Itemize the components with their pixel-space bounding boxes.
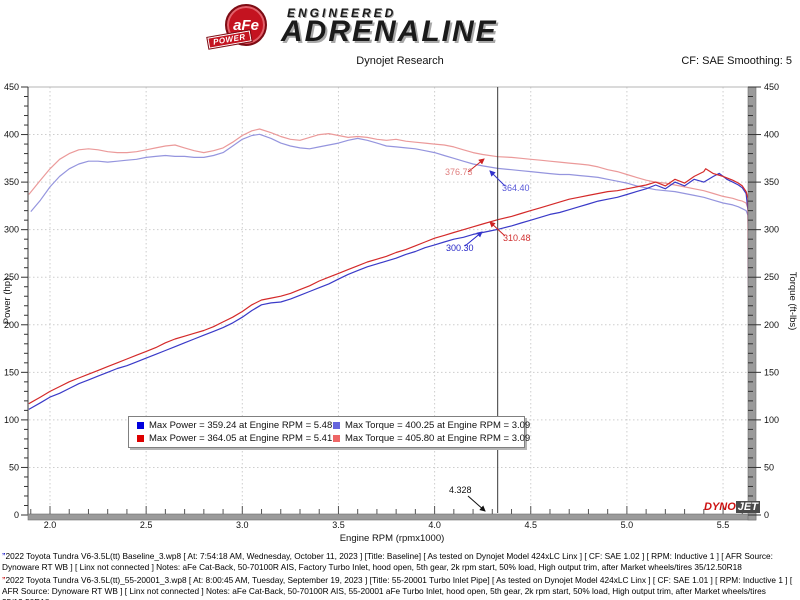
legend-label: Max Torque = 400.25 at Engine RPM = 3.09: [345, 420, 531, 431]
svg-text:3.0: 3.0: [236, 520, 249, 530]
svg-text:100: 100: [764, 415, 779, 425]
svg-text:300: 300: [4, 225, 19, 235]
legend-item-max-power-baseline: Max Power = 359.24 at Engine RPM = 5.48: [137, 420, 333, 431]
svg-text:2.5: 2.5: [140, 520, 153, 530]
svg-text:150: 150: [4, 367, 19, 377]
run-text-pipe: 2022 Toyota Tundra V6-3.5L(tt)_55-20001_…: [2, 575, 793, 600]
legend-item-max-torque-pipe: Max Torque = 405.80 at Engine RPM = 3.09: [333, 433, 530, 444]
svg-text:Power (hp): Power (hp): [2, 278, 13, 324]
svg-text:5.5: 5.5: [717, 520, 730, 530]
svg-text:50: 50: [764, 462, 774, 472]
annotation-value-310.48: 310.48: [503, 233, 531, 243]
dynojet-logo-dyno: DYNO: [704, 501, 736, 513]
svg-text:450: 450: [764, 82, 779, 92]
annotation-value-4.328: 4.328: [449, 485, 472, 495]
svg-text:100: 100: [4, 415, 19, 425]
legend-swatch-torque-pipe-icon: [333, 435, 340, 442]
svg-text:0: 0: [764, 510, 769, 520]
run-descriptions: ”2022 Toyota Tundra V6-3.5L(tt) Baseline…: [2, 551, 798, 600]
curve-torque-55-20001: [28, 128, 750, 356]
afe-logo-text: aFe: [233, 16, 259, 34]
svg-text:50: 50: [9, 462, 19, 472]
svg-text:450: 450: [4, 82, 19, 92]
legend-item-max-torque-baseline: Max Torque = 400.25 at Engine RPM = 3.09: [333, 420, 530, 431]
run-marker-pipe: ”: [2, 577, 6, 584]
svg-text:3.5: 3.5: [332, 520, 345, 530]
svg-text:4.5: 4.5: [524, 520, 537, 530]
curve-power-baseline: [28, 172, 750, 410]
svg-text:2.0: 2.0: [44, 520, 57, 530]
svg-text:200: 200: [764, 320, 779, 330]
dyno-chart: 0 50 100 150 200 250 300 350 400 450 2.0 2.5 3.0 3.5 4…: [2, 82, 798, 544]
legend-swatch-power-baseline-icon: [137, 422, 144, 429]
curve-torque-baseline: [30, 133, 750, 344]
svg-text:250: 250: [4, 272, 19, 282]
legend-swatch-torque-baseline-icon: [333, 422, 340, 429]
annotation-value-364.40: 364.40: [502, 183, 530, 193]
svg-text:400: 400: [4, 130, 19, 140]
svg-text:400: 400: [764, 130, 779, 140]
page-title: Dynojet Research: [356, 55, 444, 67]
run-marker-baseline: ”: [2, 553, 6, 560]
run-description-baseline: ”2022 Toyota Tundra V6-3.5L(tt) Baseline…: [2, 551, 798, 573]
dynojet-logo: DYNO JET: [704, 501, 760, 513]
logo-adrenaline-text: ADRENALINE: [281, 15, 498, 48]
dynojet-logo-jet: JET: [735, 501, 760, 513]
afe-adrenaline-logo: aFe POWER ENGINEERED ADRENALINE: [195, 1, 595, 53]
svg-text:350: 350: [764, 177, 779, 187]
legend-box: Max Power = 359.24 at Engine RPM = 5.48 …: [128, 416, 530, 448]
curve-power-55-20001: [28, 168, 750, 405]
logo-engineered-text: ENGINEERED: [287, 6, 397, 20]
correction-factor-label: CF: SAE Smoothing: 5: [681, 55, 792, 67]
run-description-pipe: ”2022 Toyota Tundra V6-3.5L(tt)_55-20001…: [2, 575, 798, 600]
legend-label: Max Torque = 405.80 at Engine RPM = 3.09: [345, 433, 531, 444]
svg-text:4.0: 4.0: [428, 520, 441, 530]
legend-label: Max Power = 359.24 at Engine RPM = 5.48: [149, 420, 333, 431]
svg-text:250: 250: [764, 272, 779, 282]
svg-text:Torque (ft-lbs): Torque (ft-lbs): [787, 272, 798, 331]
legend-swatch-power-pipe-icon: [137, 435, 144, 442]
svg-text:300: 300: [764, 225, 779, 235]
annotation-value-300.30: 300.30: [446, 243, 474, 253]
svg-text:5.0: 5.0: [621, 520, 634, 530]
svg-text:150: 150: [764, 367, 779, 377]
legend-label: Max Power = 364.05 at Engine RPM = 5.41: [149, 433, 333, 444]
run-text-baseline: 2022 Toyota Tundra V6-3.5L(tt) Baseline_…: [2, 551, 773, 572]
svg-text:0: 0: [14, 510, 19, 520]
svg-text:Engine RPM (rpmx1000): Engine RPM (rpmx1000): [340, 533, 445, 544]
annotation-value-376.73: 376.73: [445, 167, 473, 177]
svg-text:200: 200: [4, 320, 19, 330]
svg-text:350: 350: [4, 177, 19, 187]
legend-item-max-power-pipe: Max Power = 364.05 at Engine RPM = 5.41: [137, 433, 333, 444]
